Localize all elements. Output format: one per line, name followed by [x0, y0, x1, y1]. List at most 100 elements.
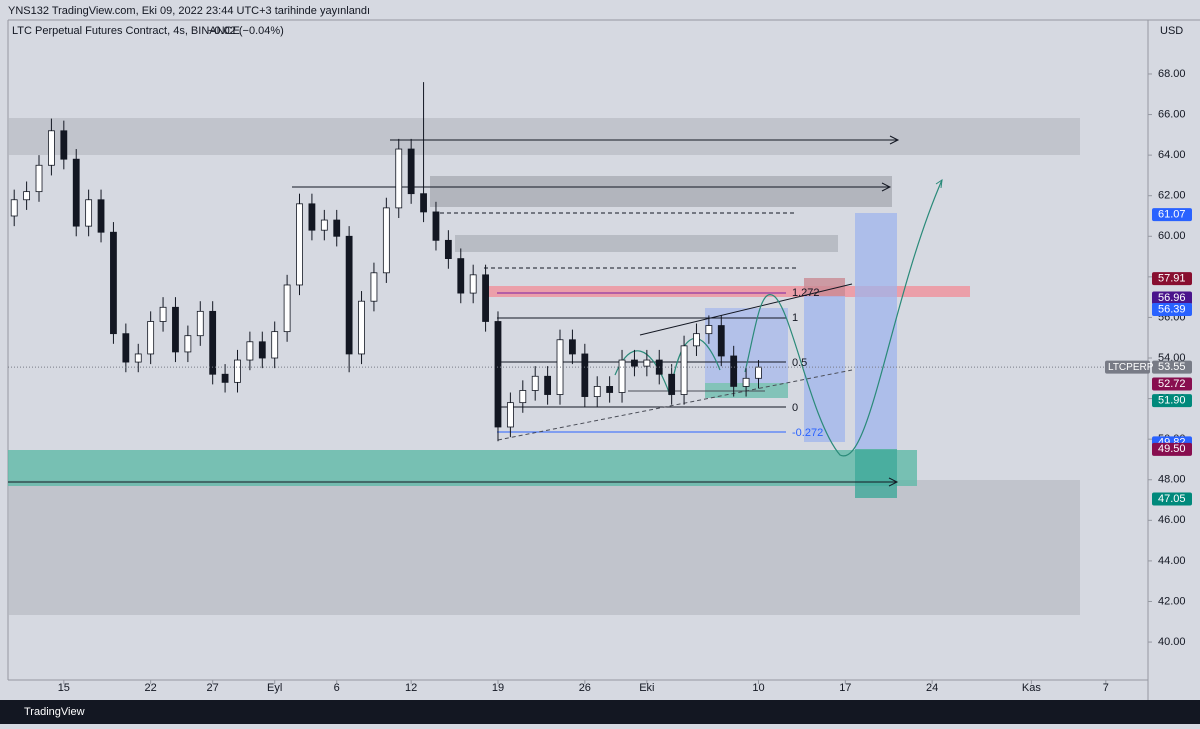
- y-tick-label: 66.00: [1158, 108, 1186, 120]
- y-tick-label: 46.00: [1158, 514, 1186, 526]
- symbol-label: LTCPERP: [1108, 362, 1154, 373]
- price-label-box: [1152, 272, 1192, 286]
- candle-body: [407, 148, 415, 195]
- candle-body: [196, 310, 204, 337]
- arrow-head: [881, 182, 892, 192]
- price-label: 56.96: [1158, 292, 1186, 304]
- candle-body: [382, 207, 390, 274]
- candle-body: [221, 373, 229, 383]
- price-label-box: [1152, 394, 1192, 408]
- fib-label: 0.5: [792, 357, 807, 369]
- candle-body: [680, 345, 688, 395]
- candle-body: [85, 199, 93, 227]
- x-tick-label: Kas: [1022, 682, 1041, 694]
- zone: [455, 235, 838, 252]
- price-label: 51.90: [1158, 395, 1186, 407]
- x-tick-label: Eki: [639, 682, 654, 694]
- brand: TradingView: [24, 706, 85, 718]
- x-tick-label: 22: [145, 682, 157, 694]
- fib-label: 1: [792, 312, 798, 324]
- candle-body: [122, 333, 130, 363]
- candle-body: [420, 193, 427, 213]
- candle-body: [172, 306, 179, 353]
- currency: USD: [1160, 25, 1183, 37]
- footer: [0, 700, 1200, 724]
- candle-body: [432, 211, 440, 241]
- fib-label: 1.272: [792, 287, 820, 299]
- position-box: [804, 278, 845, 296]
- x-tick-label: 19: [492, 682, 504, 694]
- candle-body: [606, 386, 614, 393]
- candle-body: [531, 375, 539, 391]
- candle-body: [717, 325, 725, 357]
- candle-body: [97, 199, 105, 233]
- candle-body: [246, 341, 254, 361]
- candle-body: [494, 321, 502, 428]
- x-tick-label: 15: [58, 682, 70, 694]
- price-label: 57.91: [1158, 273, 1186, 285]
- x-tick-label: 17: [839, 682, 851, 694]
- fib-label: 0: [792, 402, 798, 414]
- candles: [10, 82, 762, 442]
- price-label: 61.07: [1158, 208, 1186, 220]
- x-tick-label: 10: [752, 682, 764, 694]
- position-box: [804, 296, 845, 442]
- x-tick-label: 12: [405, 682, 417, 694]
- candle-body: [544, 375, 552, 395]
- candle-body: [618, 359, 626, 393]
- x-tick-label: 24: [926, 682, 938, 694]
- arrow-head: [935, 178, 943, 189]
- zone: [8, 480, 1080, 615]
- trend-line: [639, 283, 853, 336]
- candle-body: [35, 164, 43, 193]
- candle-body: [444, 239, 452, 259]
- candle-body: [755, 366, 762, 379]
- candle-body: [308, 203, 316, 231]
- candle-body: [643, 359, 651, 367]
- price-label-box: [1152, 442, 1192, 456]
- chart-title: LTC Perpetual Futures Contract, 4s, BINA…: [12, 25, 240, 37]
- candle-body: [48, 130, 55, 166]
- price-label: 52.72: [1158, 378, 1186, 390]
- price-label-box: [1152, 492, 1192, 506]
- candle-body: [72, 158, 80, 227]
- drawings: [8, 118, 1080, 615]
- y-tick-label: 64.00: [1158, 149, 1186, 161]
- price-label: 47.05: [1158, 493, 1186, 505]
- candle-body: [668, 373, 676, 395]
- symbol-box: [1105, 360, 1150, 374]
- y-tick-label: 48.00: [1158, 474, 1186, 486]
- candle-body: [358, 300, 365, 355]
- candle-body: [209, 310, 217, 375]
- y-tick-label: 62.00: [1158, 190, 1186, 202]
- arrow-head: [888, 477, 899, 487]
- price-label-box: [1152, 291, 1192, 305]
- candle-body: [110, 231, 117, 335]
- candle-body: [469, 274, 477, 294]
- candle-body: [296, 203, 303, 286]
- candle-body: [705, 325, 713, 335]
- candle-body: [234, 359, 241, 383]
- candle-body: [730, 355, 738, 387]
- x-tick-label: 6: [334, 682, 340, 694]
- y-tick-label: 40.00: [1158, 636, 1186, 648]
- zone: [8, 450, 917, 486]
- candle-body: [482, 274, 489, 322]
- candle-body: [457, 258, 465, 294]
- candle-body: [345, 235, 353, 355]
- x-tick-label: 7: [1103, 682, 1109, 694]
- candle-body: [581, 353, 589, 397]
- price-label-box: [1152, 208, 1192, 222]
- candle-body: [593, 386, 601, 397]
- candle-body: [159, 306, 167, 322]
- price-label: 53.55: [1158, 361, 1186, 373]
- candle-body: [395, 148, 403, 209]
- candle-body: [60, 130, 68, 160]
- candle-body: [631, 359, 638, 367]
- zone: [488, 286, 970, 297]
- candle-body: [10, 199, 18, 217]
- y-tick-label: 42.00: [1158, 595, 1186, 607]
- price-label: 56.39: [1158, 303, 1186, 315]
- price-label-box: [1152, 360, 1192, 374]
